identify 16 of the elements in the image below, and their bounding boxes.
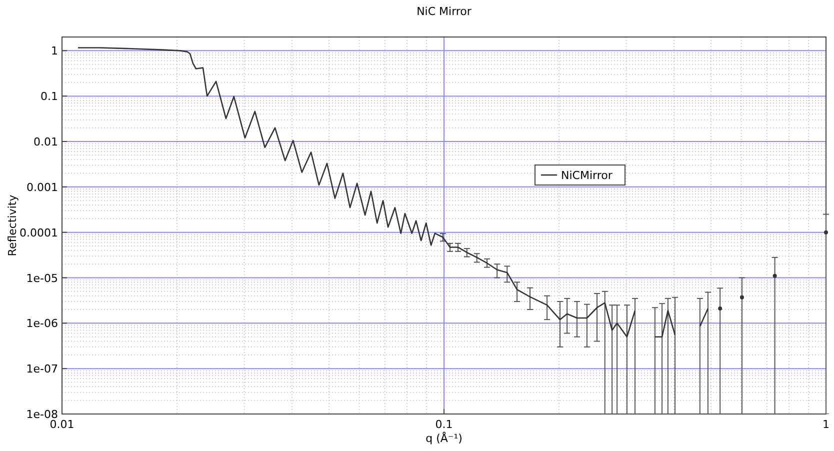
y-axis-title: Reflectivity [6,194,19,256]
y-tick-label: 1e-05 [26,272,58,285]
y-tick-label: 1e-06 [26,317,58,330]
x-tick-label: 0.1 [435,418,453,431]
y-tick-label: 0.01 [34,136,58,149]
x-tick-label: 1 [822,418,830,431]
x-tick-label: 0.01 [50,418,74,431]
y-tick-label: 1 [51,44,58,58]
y-tick-label: 0.0001 [20,226,58,240]
chart-title: NiC Mirror [416,5,472,18]
legend-label: NiCMirror [561,169,613,182]
y-tick-label: 1e-07 [26,362,58,376]
y-tick-label: 0.001 [26,180,58,194]
y-tick-label: 1e-08 [26,408,58,421]
y-tick-label: 0.1 [40,90,58,104]
x-axis-title: q (Å⁻¹) [426,431,462,445]
